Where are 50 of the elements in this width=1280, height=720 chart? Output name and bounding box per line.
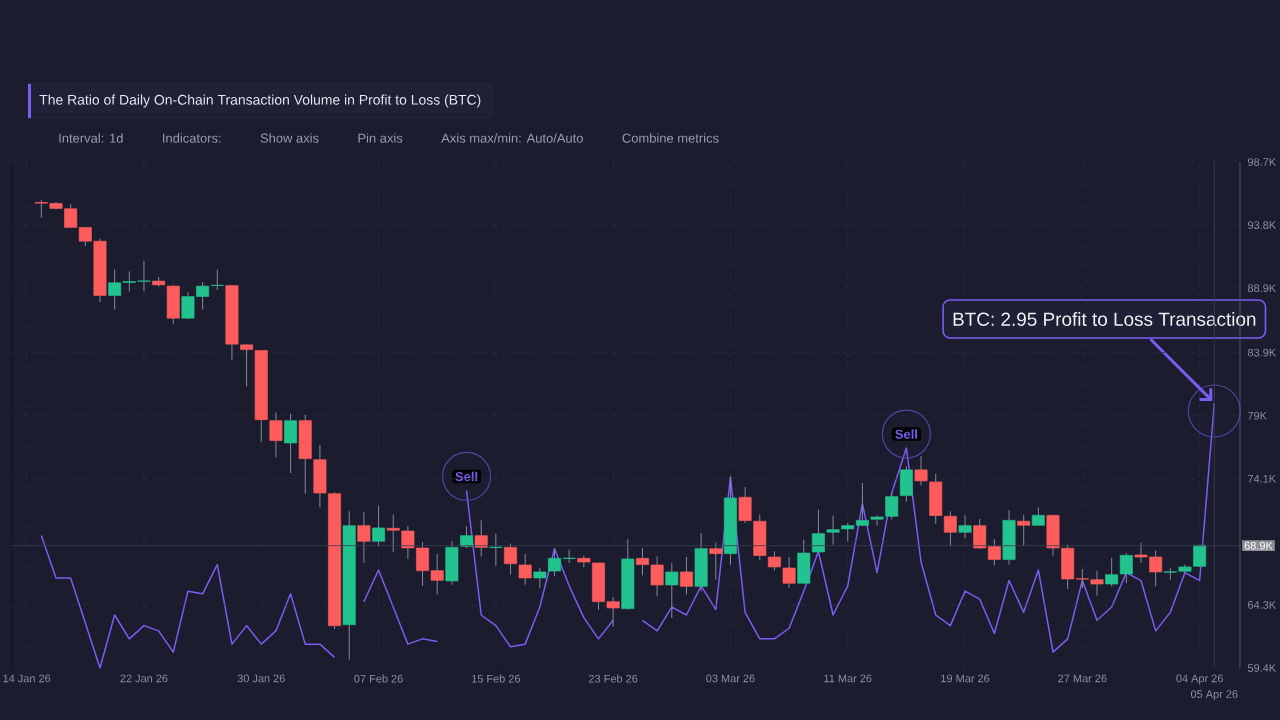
ref-line-label: 05 Apr 26 [1190,690,1238,701]
candlestick [1105,557,1119,587]
annotation: BTC: 2.95 Profit to Loss Transaction [953,312,1256,326]
annotation: Sell [895,429,917,439]
ref-line-label: 68.9K [1244,541,1273,550]
y-tick-label: 64.3K [1248,601,1276,609]
candlestick [709,542,723,581]
y-tick-label: 74.1K [1248,474,1276,483]
y-tick-label: 59.4K [1247,664,1276,672]
candlestick [372,505,386,547]
y-tick-label: 88.9K [1247,284,1276,293]
candlestick [943,510,957,547]
x-tick-label: 07 Feb 26 [354,674,403,683]
x-tick-label: 14 Jan 26 [3,674,51,683]
x-tick-label: 22 Jan 26 [120,674,168,683]
candlestick [680,556,693,596]
x-tick-label: 03 Mar 26 [706,674,755,683]
y-tick-label: 93.8K [1247,221,1276,229]
chart-title: The Ratio of Daily On-Chain Transaction Volume in Profit to Loss (BTC) [39,94,481,108]
candlestick [738,486,752,524]
candlestick [1119,552,1133,584]
candlestick [1017,514,1031,547]
x-tick-label: 19 Mar 26 [941,674,990,683]
text: Pin axis [358,133,403,143]
candlestick [460,525,473,549]
candlestick [269,411,283,458]
text: Indicators: [163,133,221,143]
annotation: Sell [455,471,478,482]
x-tick-label: 04 Apr 26 [1176,674,1223,685]
y-tick-label: 98.7K [1247,158,1276,166]
candlestick [1031,506,1045,527]
y-tick-label: 83.9K [1247,348,1276,357]
candlestick [665,562,679,619]
x-tick-label: 11 Mar 26 [824,674,872,683]
text: Axis max/min: Auto/Auto [441,133,583,143]
y-tick-label: 79K [1248,411,1267,420]
candlestick [284,413,298,474]
candlestick [518,553,532,586]
candlestick [474,519,488,557]
candlestick [489,533,503,567]
x-tick-label: 23 Feb 26 [589,674,638,683]
text: Combine metrics [622,133,719,143]
candlestick [958,515,972,539]
candlestick [504,543,517,576]
x-tick-label: 15 Feb 26 [472,674,521,683]
x-tick-label: 30 Jan 26 [237,674,285,683]
candlestick [357,511,371,564]
text: Show axis [260,133,319,143]
x-tick-label: 27 Mar 26 [1058,674,1107,683]
text: Interval: 1d [59,133,123,143]
